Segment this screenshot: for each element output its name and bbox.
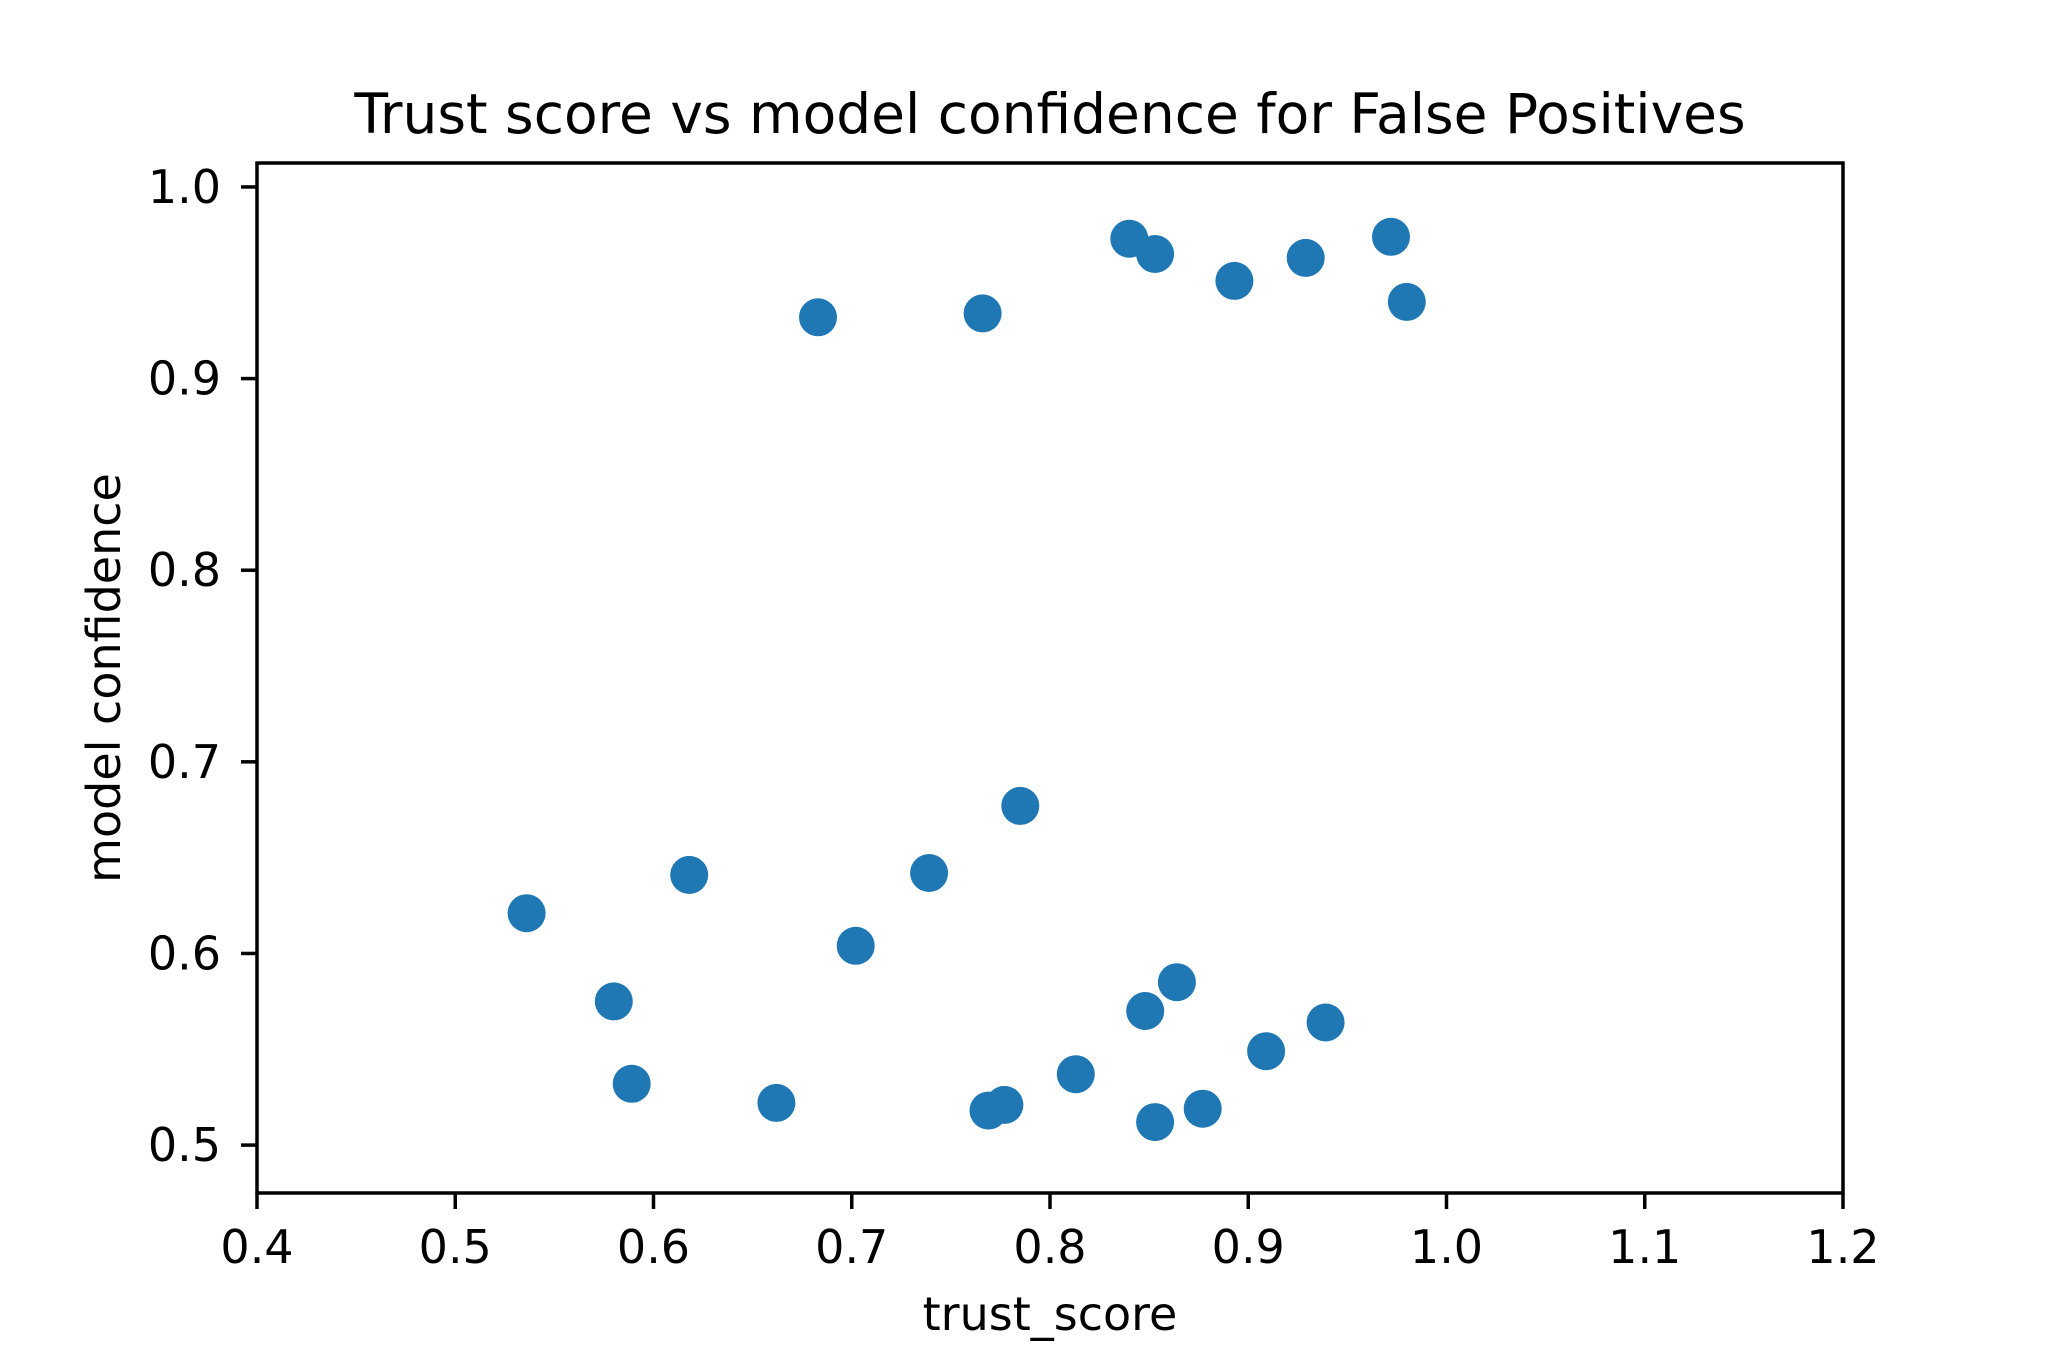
scatter-point xyxy=(1001,786,1040,825)
y-axis-ticks: 0.5 0.6 0.7 0.8 0.9 1.0 xyxy=(148,160,257,1172)
scatter-point xyxy=(910,854,949,892)
scatter-point xyxy=(985,1085,1024,1124)
scatter-point xyxy=(963,294,1002,333)
x-tick-label: 0.7 xyxy=(815,1220,888,1274)
y-tick-label: 0.9 xyxy=(148,352,221,406)
y-tick-label: 1.0 xyxy=(148,160,221,214)
scatter-point xyxy=(1372,217,1410,256)
y-tick-label: 0.7 xyxy=(148,735,221,789)
scatter-point xyxy=(1056,1055,1095,1094)
scatter-point xyxy=(836,926,875,965)
scatter-point xyxy=(1387,282,1426,321)
scatter-point xyxy=(1306,1003,1345,1042)
x-tick-label: 0.6 xyxy=(617,1220,690,1274)
scatter-point xyxy=(1286,238,1325,277)
scatter-point xyxy=(799,298,837,337)
scatter-point xyxy=(594,982,633,1021)
scatter-point xyxy=(1247,1032,1286,1071)
x-tick-label: 0.9 xyxy=(1212,1220,1285,1274)
plot-area xyxy=(257,163,1843,1193)
scatter-point xyxy=(1136,235,1175,273)
scatter-point xyxy=(1136,1103,1175,1142)
x-tick-label: 0.4 xyxy=(220,1220,293,1274)
scatter-point xyxy=(1157,963,1196,1002)
scatter-point xyxy=(612,1064,651,1103)
y-tick-label: 0.8 xyxy=(148,543,221,597)
y-tick-label: 0.6 xyxy=(148,926,221,980)
scatter-point xyxy=(1183,1089,1222,1128)
scatter-points xyxy=(507,217,1426,1142)
x-axis-ticks: 0.4 0.5 0.6 0.7 0.8 0.9 1.0 1.1 1.2 xyxy=(220,1193,1880,1274)
scatter-point xyxy=(507,894,546,933)
axes-spines xyxy=(255,161,1845,1195)
x-axis-label: trust_score xyxy=(923,1287,1178,1341)
x-tick-label: 1.1 xyxy=(1608,1220,1681,1274)
y-axis-label: model confidence xyxy=(77,473,131,883)
x-tick-label: 1.0 xyxy=(1410,1220,1483,1274)
chart-title: Trust score vs model confidence for Fals… xyxy=(353,82,1745,146)
x-tick-label: 1.2 xyxy=(1806,1220,1879,1274)
x-tick-label: 0.5 xyxy=(419,1220,492,1274)
scatter-point xyxy=(670,855,709,894)
scatter-point xyxy=(1215,261,1254,300)
scatter-point xyxy=(757,1083,796,1122)
scatter-point xyxy=(1126,992,1165,1030)
x-tick-label: 0.8 xyxy=(1013,1220,1086,1274)
y-tick-label: 0.5 xyxy=(148,1118,221,1172)
